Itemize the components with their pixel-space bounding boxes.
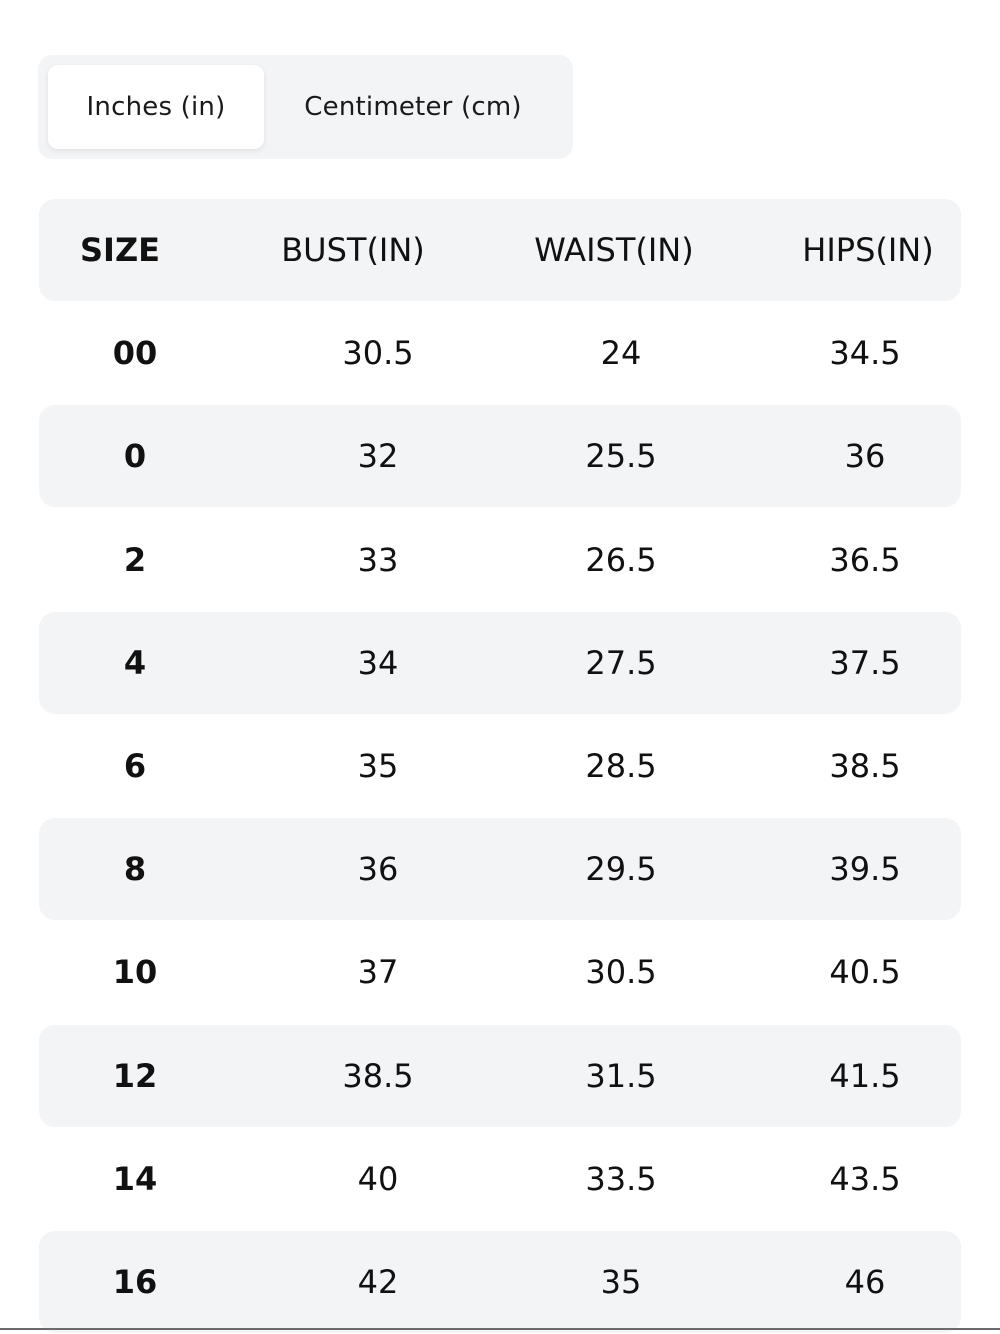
bust-cell: 40	[357, 1159, 399, 1198]
bust-cell: 30.5	[342, 334, 414, 373]
hips-cell: 43.5	[829, 1159, 901, 1198]
size-cell: 4	[123, 643, 147, 682]
hips-cell: 46	[844, 1262, 886, 1301]
table-row: 12 38.5 31.5 41.5	[39, 1024, 961, 1127]
bottom-divider	[0, 1328, 1000, 1330]
hips-cell: 40.5	[829, 953, 901, 992]
hips-cell: 41.5	[829, 1056, 901, 1095]
bust-cell: 42	[357, 1262, 399, 1301]
unit-toggle: Inches (in) Centimeter (cm)	[38, 55, 573, 159]
table-row: 00 30.5 24 34.5	[39, 302, 961, 404]
table-row: 4 34 27.5 37.5	[39, 611, 961, 714]
size-cell: 8	[123, 850, 147, 889]
size-cell: 16	[112, 1262, 158, 1301]
waist-cell: 31.5	[585, 1056, 657, 1095]
table-header-row: SIZE BUST(IN) WAIST(IN) HIPS(IN)	[39, 199, 961, 301]
header-hips: HIPS(IN)	[802, 231, 934, 269]
bust-cell: 38.5	[342, 1056, 414, 1095]
waist-cell: 35	[600, 1262, 642, 1301]
tab-inches[interactable]: Inches (in)	[48, 65, 264, 149]
waist-cell: 24	[600, 334, 642, 373]
bust-cell: 35	[357, 746, 399, 785]
table-row: 8 36 29.5 39.5	[39, 818, 961, 921]
hips-cell: 38.5	[829, 746, 901, 785]
waist-cell: 25.5	[585, 437, 657, 476]
size-cell: 00	[112, 334, 158, 373]
hips-cell: 37.5	[829, 643, 901, 682]
tab-centimeter[interactable]: Centimeter (cm)	[304, 92, 522, 122]
waist-cell: 26.5	[585, 540, 657, 579]
bust-cell: 33	[357, 540, 399, 579]
size-cell: 10	[112, 953, 158, 992]
waist-cell: 28.5	[585, 746, 657, 785]
hips-cell: 36.5	[829, 540, 901, 579]
table-row: 10 37 30.5 40.5	[39, 921, 961, 1023]
size-cell: 12	[112, 1056, 158, 1095]
waist-cell: 27.5	[585, 643, 657, 682]
header-waist: WAIST(IN)	[534, 231, 694, 269]
hips-cell: 36	[844, 437, 886, 476]
size-cell: 6	[123, 746, 147, 785]
waist-cell: 30.5	[585, 953, 657, 992]
waist-cell: 29.5	[585, 850, 657, 889]
bust-cell: 34	[357, 643, 399, 682]
table-row: 0 32 25.5 36	[39, 405, 961, 508]
bust-cell: 36	[357, 850, 399, 889]
size-cell: 2	[123, 540, 147, 579]
table-row: 16 42 35 46	[39, 1230, 961, 1333]
hips-cell: 34.5	[829, 334, 901, 373]
bust-cell: 37	[357, 953, 399, 992]
header-bust: BUST(IN)	[281, 231, 425, 269]
table-row: 6 35 28.5 38.5	[39, 715, 961, 817]
hips-cell: 39.5	[829, 850, 901, 889]
size-chart-table: SIZE BUST(IN) WAIST(IN) HIPS(IN) 00 30.5…	[39, 199, 961, 1334]
bust-cell: 32	[357, 437, 399, 476]
waist-cell: 33.5	[585, 1159, 657, 1198]
table-row: 14 40 33.5 43.5	[39, 1128, 961, 1230]
table-row: 2 33 26.5 36.5	[39, 509, 961, 611]
size-cell: 0	[123, 437, 147, 476]
header-size: SIZE	[79, 231, 160, 269]
size-cell: 14	[112, 1159, 158, 1198]
